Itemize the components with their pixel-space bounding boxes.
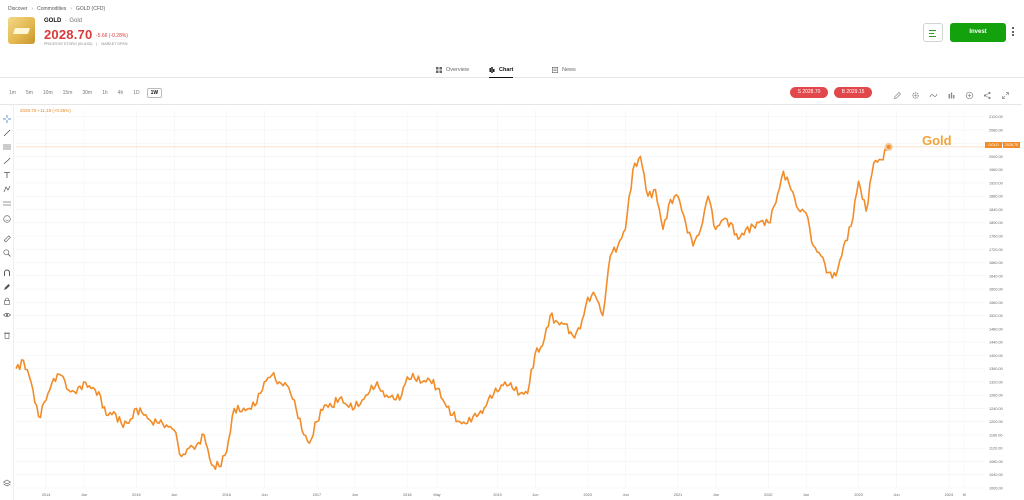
measure-icon[interactable]	[3, 194, 11, 206]
chevron-right-icon: ›	[31, 6, 34, 12]
overview-icon	[436, 67, 442, 73]
zoom-in-icon[interactable]	[3, 244, 11, 257]
instrument-title: GOLD · Gold	[44, 18, 83, 24]
share-icon[interactable]	[983, 87, 992, 100]
series-label: Gold	[922, 133, 952, 148]
breadcrumb-discover[interactable]: Discover	[8, 6, 28, 12]
tab-overview[interactable]: Overview	[436, 62, 469, 78]
draw-pencil-icon[interactable]	[893, 87, 902, 99]
timeframe-selector: 1m 5m 10m 15m 30m 1h 4h 1D 1W	[6, 88, 163, 98]
timeframe-15m[interactable]: 15m	[62, 90, 73, 96]
fullscreen-icon[interactable]	[1001, 87, 1010, 99]
trash-icon[interactable]	[3, 326, 11, 339]
emoji-icon[interactable]	[3, 210, 11, 223]
drawing-tools-sidebar	[0, 104, 14, 500]
indicators-icon[interactable]	[929, 87, 938, 98]
drawing-mode-icon[interactable]	[3, 278, 11, 290]
tab-bar: Overview Chart News	[0, 58, 1024, 78]
timeframe-1w[interactable]: 1W	[146, 88, 163, 98]
timeframe-5m[interactable]: 5m	[25, 90, 33, 96]
timeframe-1d[interactable]: 1D	[133, 90, 140, 96]
pattern-icon[interactable]	[3, 180, 11, 193]
timeframe-30m[interactable]: 30m	[82, 90, 93, 96]
instrument-name: Gold	[69, 18, 83, 24]
price-change: -5.66 (-0.28%)	[96, 33, 128, 39]
crosshair-icon[interactable]	[3, 110, 11, 123]
timeframe-10m[interactable]: 10m	[42, 90, 53, 96]
timeframe-1m[interactable]: 1m	[9, 90, 16, 96]
timeframe-4h[interactable]: 4h	[117, 90, 124, 96]
breadcrumb-current: GOLD (CFD)	[75, 6, 106, 12]
news-icon	[552, 67, 558, 73]
invest-button[interactable]: Invest	[950, 23, 1006, 42]
sell-price-button[interactable]: S 2028.70	[790, 87, 828, 98]
current-price: 2028.70	[44, 27, 93, 42]
buy-price-button[interactable]: B 2029.15	[834, 87, 872, 98]
lock-icon[interactable]	[3, 292, 11, 305]
brush-icon[interactable]	[3, 152, 11, 165]
fib-retracement-icon[interactable]	[3, 138, 11, 150]
watchlist-button[interactable]	[923, 23, 943, 42]
layers-icon[interactable]	[2, 474, 12, 487]
more-options-icon[interactable]	[1010, 26, 1016, 39]
add-compare-icon[interactable]	[965, 87, 974, 100]
breadcrumb: Discover › Commodities › GOLD (CFD)	[8, 6, 105, 12]
price-tag-value: 2028.70	[1003, 142, 1020, 148]
settings-gear-icon[interactable]	[911, 87, 920, 99]
ruler-icon[interactable]	[3, 230, 11, 243]
tab-chart[interactable]: Chart	[489, 62, 514, 78]
chevron-right-icon: ›	[70, 6, 72, 12]
trend-line-icon[interactable]	[3, 124, 11, 137]
price-source: PRICES BY ETORO (IN USD) | MARKET OPEN	[44, 42, 128, 46]
breadcrumb-commodities[interactable]: Commodities	[37, 6, 67, 12]
gold-logo	[8, 17, 35, 44]
magnet-icon[interactable]	[3, 264, 11, 276]
market-status: MARKET OPEN	[101, 42, 128, 46]
instrument-symbol: GOLD	[44, 18, 62, 24]
eye-icon[interactable]	[3, 306, 11, 318]
chart-legend: 2028.70 +11.18 (+0.55%)	[20, 108, 71, 113]
text-tool-icon[interactable]	[3, 166, 11, 178]
tab-news[interactable]: News	[552, 62, 576, 78]
timeframe-1h[interactable]: 1h	[102, 90, 108, 96]
price-tag-symbol: GOLD	[985, 142, 1002, 148]
price-source-text: PRICES BY ETORO (IN USD)	[44, 42, 93, 46]
chart-toolbar	[893, 87, 1010, 100]
chart-type-icon[interactable]	[947, 87, 956, 99]
chart-icon	[489, 66, 495, 73]
chart-area[interactable]	[0, 104, 1022, 500]
